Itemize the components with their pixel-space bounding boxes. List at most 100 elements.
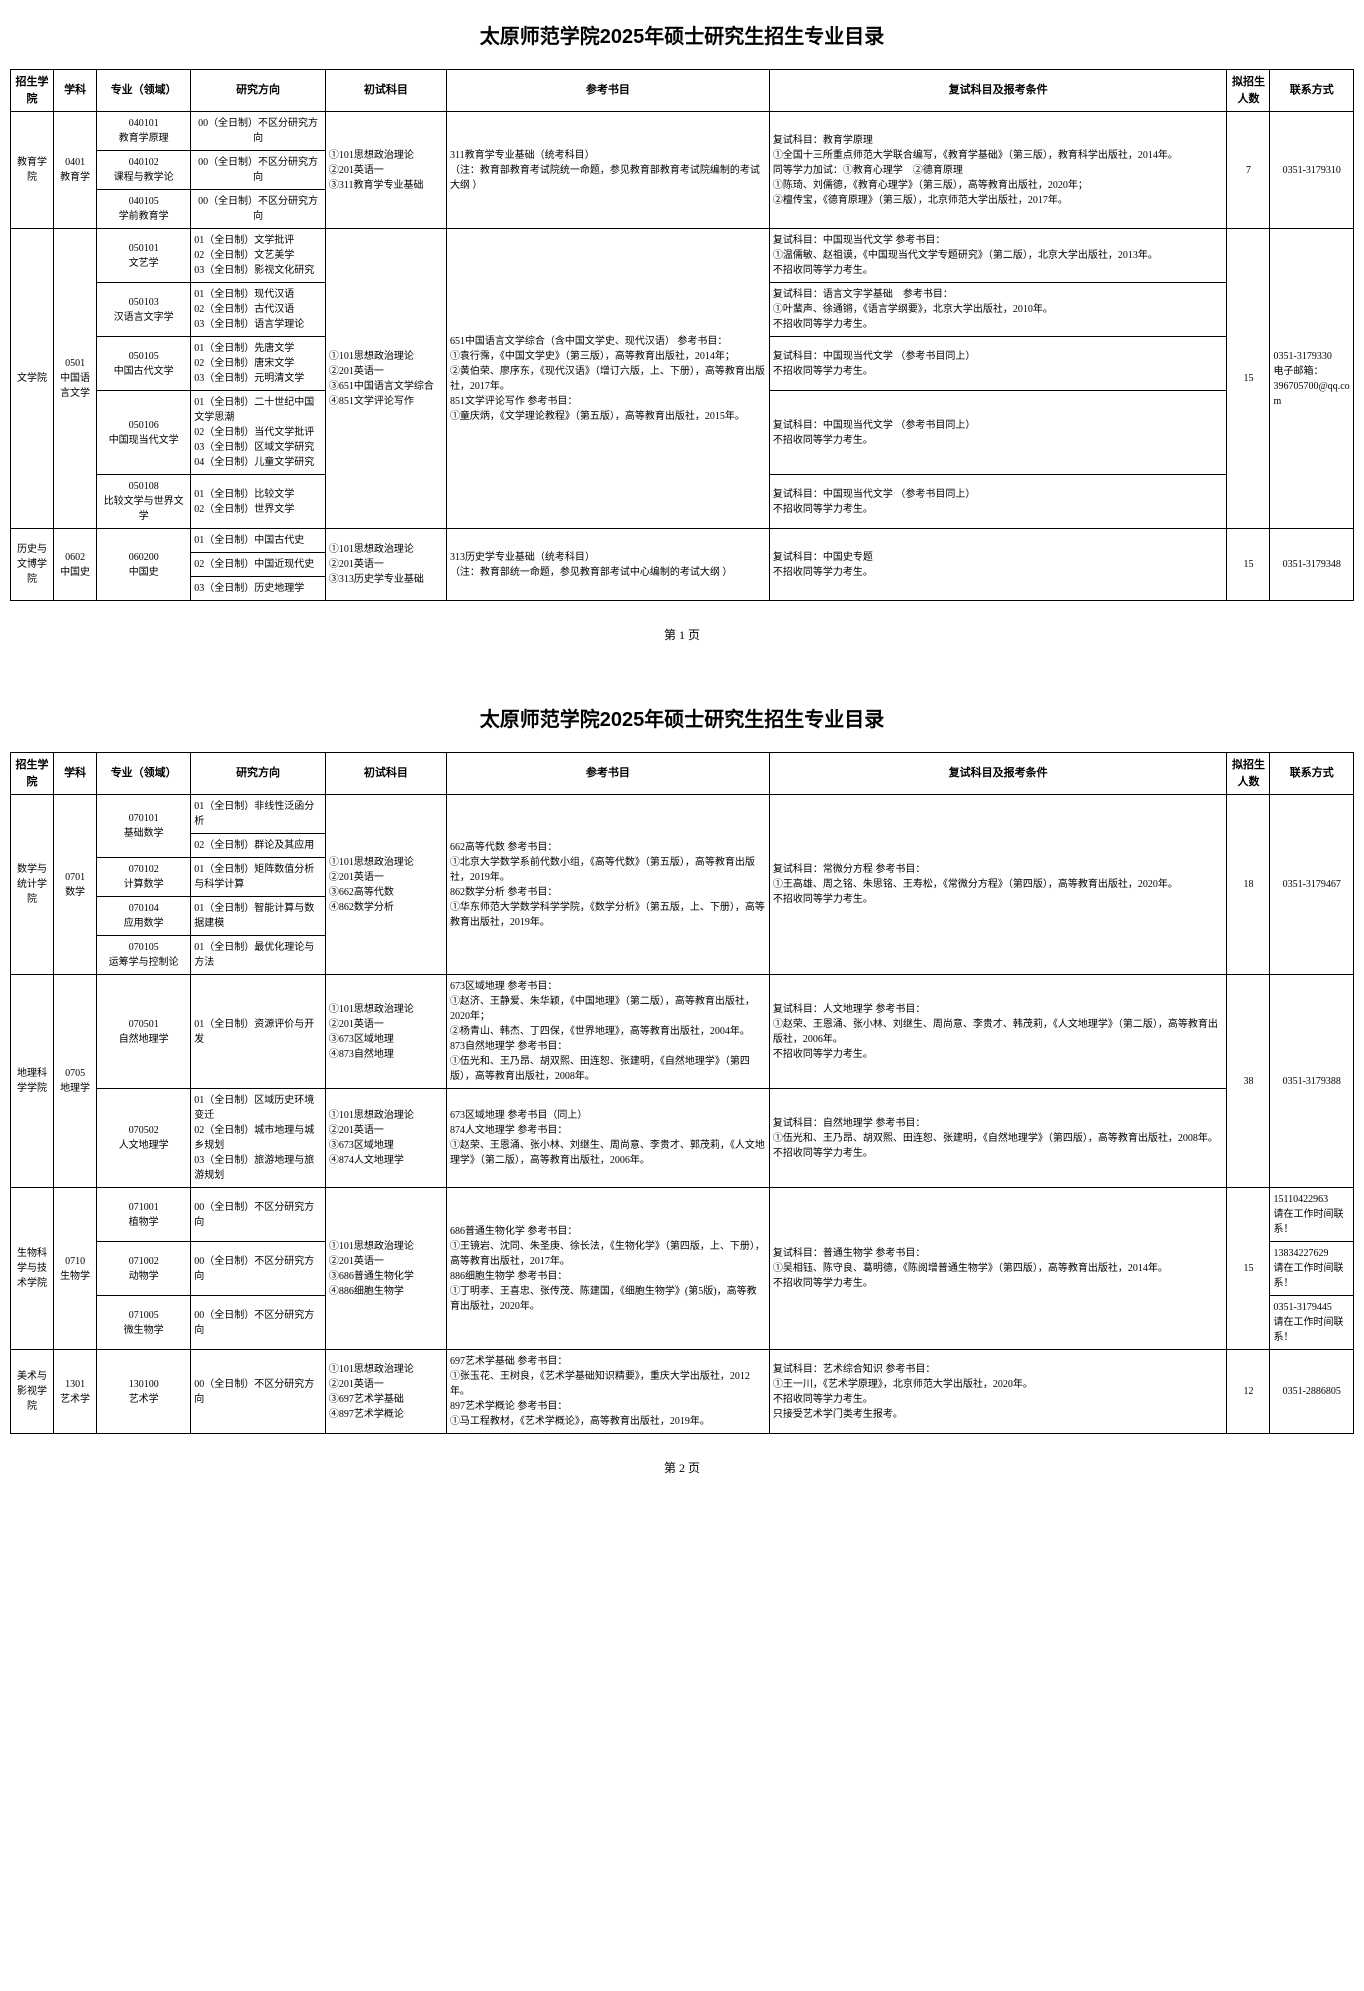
th-contact: 联系方式	[1270, 753, 1354, 795]
cell-retest: 复试科目：中国现当代文学 （参考书目同上） 不招收同等学力考生。	[769, 391, 1227, 475]
cell-major: 050101 文艺学	[97, 229, 191, 283]
th-ref: 参考书目	[446, 70, 769, 112]
cell-major: 040105 学前教育学	[97, 190, 191, 229]
cell-initial: ①101思想政治理论 ②201英语一 ③673区域地理 ④874人文地理学	[325, 1089, 446, 1188]
cell-initial: ①101思想政治理论 ②201英语一 ③673区域地理 ④873自然地理	[325, 975, 446, 1089]
cell-major: 070105 运筹学与控制论	[97, 936, 191, 975]
page-2: 太原师范学院2025年硕士研究生招生专业目录 招生学院 学科 专业（领域） 研究…	[10, 703, 1354, 1476]
cell-subject: 1301 艺术学	[54, 1350, 97, 1434]
th-retest: 复试科目及报考条件	[769, 70, 1227, 112]
cell-retest: 复试科目：中国史专题 不招收同等学力考生。	[769, 529, 1227, 601]
catalog-table-1: 招生学院 学科 专业（领域） 研究方向 初试科目 参考书目 复试科目及报考条件 …	[10, 69, 1354, 601]
cell-direction: 00（全日制）不区分研究方向	[191, 1188, 326, 1242]
th-contact: 联系方式	[1270, 70, 1354, 112]
cell-major: 070102 计算数学	[97, 858, 191, 897]
cell-major: 040102 课程与教学论	[97, 151, 191, 190]
cell-college: 文学院	[11, 229, 54, 529]
cell-direction: 01（全日制）中国古代史	[191, 529, 326, 553]
cell-retest: 复试科目：中国现当代文学 （参考书目同上） 不招收同等学力考生。	[769, 337, 1227, 391]
th-major: 专业（领域）	[97, 70, 191, 112]
cell-direction: 01（全日制）现代汉语 02（全日制）古代汉语 03（全日制）语言学理论	[191, 283, 326, 337]
cell-major: 050105 中国古代文学	[97, 337, 191, 391]
cell-direction: 00（全日制）不区分研究方向	[191, 1350, 326, 1434]
cell-ref: 673区域地理 参考书目（同上） 874人文地理学 参考书目： ①赵荣、王恩涌、…	[446, 1089, 769, 1188]
table-row: 地理科学学院 0705 地理学 070501 自然地理学 01（全日制）资源评价…	[11, 975, 1354, 1089]
cell-major: 130100 艺术学	[97, 1350, 191, 1434]
cell-initial: ①101思想政治理论 ②201英语一 ③651中国语言文学综合 ④851文学评论…	[325, 229, 446, 529]
cell-major: 060200 中国史	[97, 529, 191, 601]
doc-title: 太原师范学院2025年硕士研究生招生专业目录	[10, 20, 1354, 49]
th-subject: 学科	[54, 753, 97, 795]
cell-direction: 01（全日制）文学批评 02（全日制）文艺美学 03（全日制）影视文化研究	[191, 229, 326, 283]
table-row: 070502 人文地理学 01（全日制）区域历史环境变迁 02（全日制）城市地理…	[11, 1089, 1354, 1188]
cell-subject: 0705 地理学	[54, 975, 97, 1188]
cell-subject: 0501 中国语言文学	[54, 229, 97, 529]
cell-major: 050106 中国现当代文学	[97, 391, 191, 475]
cell-contact: 0351-3179330 电子邮箱： 396705700@qq.com	[1270, 229, 1354, 529]
cell-retest: 复试科目：中国现当代文学 参考书目： ①温儒敏、赵祖谟，《中国现当代文学专题研究…	[769, 229, 1227, 283]
cell-direction: 02（全日制）中国近现代史	[191, 553, 326, 577]
cell-contact: 15110422963 请在工作时间联系！	[1270, 1188, 1354, 1242]
table-row: 教育学院 0401 教育学 040101 教育学原理 00（全日制）不区分研究方…	[11, 112, 1354, 151]
cell-retest: 复试科目：自然地理学 参考书目： ①伍光和、王乃昂、胡双熙、田连恕、张建明，《自…	[769, 1089, 1227, 1188]
cell-major: 070104 应用数学	[97, 897, 191, 936]
cell-major: 050108 比较文学与世界文学	[97, 475, 191, 529]
cell-direction: 01（全日制）二十世纪中国文学思潮 02（全日制）当代文学批评 03（全日制）区…	[191, 391, 326, 475]
cell-ref: 673区域地理 参考书目： ①赵济、王静爱、朱华颖，《中国地理》（第二版），高等…	[446, 975, 769, 1089]
th-direction: 研究方向	[191, 753, 326, 795]
cell-ref: 686普通生物化学 参考书目： ①王镜岩、沈同、朱圣庚、徐长法，《生物化学》（第…	[446, 1188, 769, 1350]
page-number: 第 2 页	[10, 1459, 1354, 1476]
cell-quota: 12	[1227, 1350, 1270, 1434]
cell-retest: 复试科目：教育学原理 ①全国十三所重点师范大学联合编写，《教育学基础》（第三版）…	[769, 112, 1227, 229]
cell-college: 数学与统计学院	[11, 795, 54, 975]
cell-college: 美术与影视学院	[11, 1350, 54, 1434]
cell-direction: 01（全日制）先唐文学 02（全日制）唐宋文学 03（全日制）元明清文学	[191, 337, 326, 391]
cell-initial: ①101思想政治理论 ②201英语一 ③697艺术学基础 ④897艺术学概论	[325, 1350, 446, 1434]
cell-retest: 复试科目：人文地理学 参考书目： ①赵荣、王恩涌、张小林、刘继生、周尚意、李贵才…	[769, 975, 1227, 1089]
th-college: 招生学院	[11, 70, 54, 112]
cell-major: 071001 植物学	[97, 1188, 191, 1242]
th-major: 专业（领域）	[97, 753, 191, 795]
table-row: 生物科学与技术学院 0710 生物学 071001 植物学 00（全日制）不区分…	[11, 1188, 1354, 1242]
cell-direction: 00（全日制）不区分研究方向	[191, 112, 326, 151]
table-row: 历史与文博学院 0602 中国史 060200 中国史 01（全日制）中国古代史…	[11, 529, 1354, 553]
cell-ref: 697艺术学基础 参考书目： ①张玉花、王树良，《艺术学基础知识精要》，重庆大学…	[446, 1350, 769, 1434]
cell-quota: 38	[1227, 975, 1270, 1188]
cell-major: 071002 动物学	[97, 1242, 191, 1296]
cell-initial: ①101思想政治理论 ②201英语一 ③686普通生物化学 ④886细胞生物学	[325, 1188, 446, 1350]
table-row: 美术与影视学院 1301 艺术学 130100 艺术学 00（全日制）不区分研究…	[11, 1350, 1354, 1434]
cell-contact: 0351-3179445 请在工作时间联系！	[1270, 1296, 1354, 1350]
cell-contact: 0351-3179348	[1270, 529, 1354, 601]
th-retest: 复试科目及报考条件	[769, 753, 1227, 795]
cell-quota: 15	[1227, 1188, 1270, 1350]
cell-direction: 01（全日制）最优化理论与方法	[191, 936, 326, 975]
th-subject: 学科	[54, 70, 97, 112]
cell-subject: 0602 中国史	[54, 529, 97, 601]
cell-ref: 313历史学专业基础（统考科目） （注：教育部统一命题，参见教育部考试中心编制的…	[446, 529, 769, 601]
cell-direction: 03（全日制）历史地理学	[191, 577, 326, 601]
cell-contact: 13834227629 请在工作时间联系！	[1270, 1242, 1354, 1296]
table-row: 文学院 0501 中国语言文学 050101 文艺学 01（全日制）文学批评 0…	[11, 229, 1354, 283]
cell-direction: 01（全日制）非线性泛函分析	[191, 795, 326, 834]
header-row: 招生学院 学科 专业（领域） 研究方向 初试科目 参考书目 复试科目及报考条件 …	[11, 70, 1354, 112]
cell-college: 地理科学学院	[11, 975, 54, 1188]
catalog-table-2: 招生学院 学科 专业（领域） 研究方向 初试科目 参考书目 复试科目及报考条件 …	[10, 752, 1354, 1434]
cell-major: 070501 自然地理学	[97, 975, 191, 1089]
cell-direction: 01（全日制）矩阵数值分析与科学计算	[191, 858, 326, 897]
cell-direction: 00（全日制）不区分研究方向	[191, 151, 326, 190]
cell-major: 070101 基础数学	[97, 795, 191, 858]
cell-quota: 15	[1227, 229, 1270, 529]
cell-college: 生物科学与技术学院	[11, 1188, 54, 1350]
th-quota: 拟招生人数	[1227, 70, 1270, 112]
table-row: 数学与统计学院 0701 数学 070101 基础数学 01（全日制）非线性泛函…	[11, 795, 1354, 834]
cell-ref: 311教育学专业基础（统考科目） （注：教育部教育考试院统一命题，参见教育部教育…	[446, 112, 769, 229]
page-number: 第 1 页	[10, 626, 1354, 643]
cell-quota: 7	[1227, 112, 1270, 229]
cell-contact: 0351-3179388	[1270, 975, 1354, 1188]
cell-direction: 02（全日制）群论及其应用	[191, 834, 326, 858]
cell-subject: 0701 数学	[54, 795, 97, 975]
cell-college: 教育学院	[11, 112, 54, 229]
th-direction: 研究方向	[191, 70, 326, 112]
cell-direction: 00（全日制）不区分研究方向	[191, 1242, 326, 1296]
cell-initial: ①101思想政治理论 ②201英语一 ③662高等代数 ④862数学分析	[325, 795, 446, 975]
